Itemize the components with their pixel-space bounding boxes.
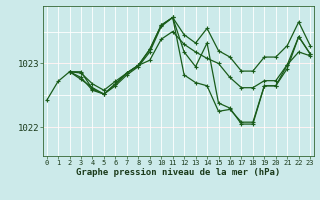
X-axis label: Graphe pression niveau de la mer (hPa): Graphe pression niveau de la mer (hPa) — [76, 168, 281, 177]
